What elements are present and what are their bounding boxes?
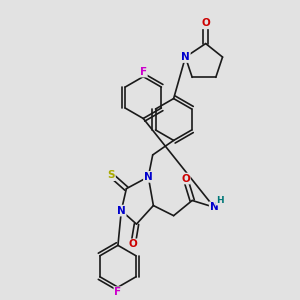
Text: O: O	[181, 173, 190, 184]
Text: O: O	[201, 18, 210, 28]
Text: N: N	[210, 202, 218, 212]
Text: N: N	[117, 206, 126, 216]
Text: O: O	[129, 239, 137, 249]
Text: N: N	[181, 52, 190, 62]
Text: F: F	[114, 287, 122, 297]
Text: H: H	[216, 196, 224, 205]
Text: N: N	[144, 172, 153, 182]
Text: F: F	[140, 67, 147, 76]
Text: S: S	[107, 170, 115, 180]
